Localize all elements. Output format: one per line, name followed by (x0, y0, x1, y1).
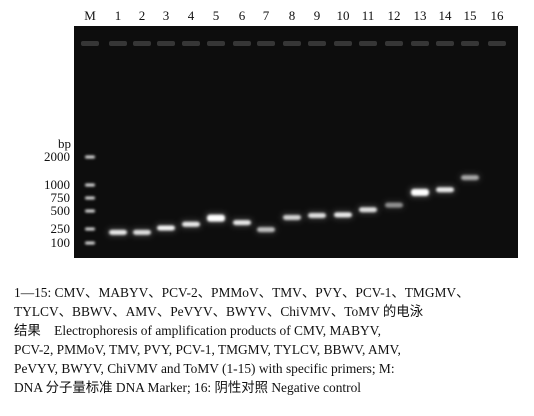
marker-size-label-750: 750 (50, 190, 71, 205)
marker-band-100 (85, 241, 95, 245)
marker-band-1000 (85, 183, 95, 187)
well-4 (182, 41, 200, 46)
lane-label-4: 4 (187, 8, 195, 23)
caption-line-1: 1—15: CMV、MABYV、PCV-2、PMMoV、TMV、PVY、PCV-… (14, 285, 470, 300)
well-12 (385, 41, 403, 46)
caption-line-3: 结果 Electrophoresis of amplification prod… (14, 323, 381, 338)
marker-size-label-1000: 1000 (44, 177, 70, 192)
well-7 (257, 41, 275, 46)
well-m (81, 41, 99, 46)
lane-label-6: 6 (238, 8, 246, 23)
marker-size-label-2000: 2000 (44, 149, 70, 164)
caption-line-2: TYLCV、BBWV、AMV、PeVYV、BWYV、ChiVMV、ToMV 的电… (14, 304, 424, 319)
well-16 (488, 41, 506, 46)
lane-label-14: 14 (438, 8, 452, 23)
y-axis-unit-label: bp (58, 136, 71, 151)
lane-label-10: 10 (336, 8, 350, 23)
marker-size-label-100: 100 (50, 235, 71, 250)
gel-image (74, 26, 518, 258)
well-9 (308, 41, 326, 46)
lane-label-5: 5 (212, 8, 220, 23)
marker-band-750 (85, 196, 95, 200)
lane-label-1: 1 (114, 8, 122, 23)
band-lane-3 (157, 225, 175, 231)
lane-label-7: 7 (262, 8, 270, 23)
lane-label-8: 8 (288, 8, 296, 23)
well-2 (133, 41, 151, 46)
band-lane-9 (308, 213, 326, 219)
marker-band-250 (85, 227, 95, 231)
band-lane-10 (334, 212, 352, 218)
lane-label-m: M (84, 8, 96, 23)
sample-bands (107, 173, 481, 237)
well-1 (109, 41, 127, 46)
band-lane-1 (109, 229, 127, 235)
band-lane-13 (411, 188, 429, 196)
lane-label-3: 3 (162, 8, 170, 23)
lane-label-13: 13 (413, 8, 427, 23)
band-lane-8 (283, 214, 301, 220)
band-lane-4 (182, 221, 200, 227)
gel-background (74, 26, 518, 258)
band-lane-12 (385, 202, 403, 208)
well-3 (157, 41, 175, 46)
lane-label-9: 9 (313, 8, 321, 23)
caption-line-5: PeVYV, BWYV, ChiVMV and ToMV (1-15) with… (14, 361, 395, 376)
marker-size-label-250: 250 (50, 221, 71, 236)
lane-label-12: 12 (387, 8, 401, 23)
marker-size-label-500: 500 (50, 203, 71, 218)
well-5 (207, 41, 225, 46)
band-lane-7 (257, 227, 275, 233)
well-8 (283, 41, 301, 46)
lane-label-15: 15 (463, 8, 477, 23)
band-lane-5 (207, 214, 225, 222)
well-14 (436, 41, 454, 46)
band-lane-15 (461, 175, 479, 181)
marker-band-2000 (85, 155, 95, 159)
caption-line-6: DNA 分子量标准 DNA Marker; 16: 阴性对照 Negative … (14, 380, 361, 395)
band-lane-6 (233, 220, 251, 226)
lane-label-2: 2 (138, 8, 146, 23)
band-lane-2 (133, 229, 151, 235)
well-10 (334, 41, 352, 46)
well-15 (461, 41, 479, 46)
marker-bands (85, 155, 95, 245)
well-6 (233, 41, 251, 46)
caption-line-4: PCV-2, PMMoV, TMV, PVY, PCV-1, TMGMV, TY… (14, 342, 401, 357)
lane-label-11: 11 (361, 8, 375, 23)
band-lane-14 (436, 187, 454, 193)
well-11 (359, 41, 377, 46)
lane-label-16: 16 (490, 8, 504, 23)
band-lane-11 (359, 207, 377, 213)
wells (81, 41, 506, 46)
marker-band-500 (85, 209, 95, 213)
figure-caption: 1—15: CMV、MABYV、PCV-2、PMMoV、TMV、PVY、PCV-… (14, 283, 526, 397)
well-13 (411, 41, 429, 46)
